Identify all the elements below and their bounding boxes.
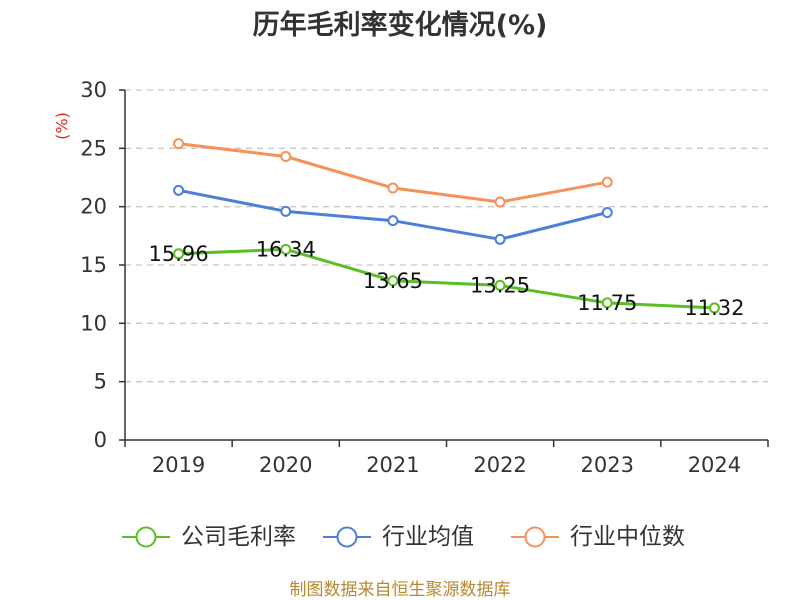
x-tick-label-2024: 2024 [688,453,741,477]
data-label-company-gross-margin-2023: 11.75 [577,291,637,315]
data-point-industry-median-2023 [601,176,613,188]
series-line-company-gross-margin [177,247,716,310]
data-point-industry-average-2021 [387,215,399,227]
x-tick-label-2020: 2020 [259,453,312,477]
data-point-industry-average-2020 [280,205,292,217]
data-point-industry-median-2019 [173,138,185,150]
legend-marker-industry-median [524,526,546,548]
x-tick-label-2023: 2023 [581,453,634,477]
grid-layer [125,89,768,383]
legend: 公司毛利率 行业均值 行业中位数 [122,524,685,550]
data-label-company-gross-margin-2019: 15.96 [149,242,209,266]
data-label-company-gross-margin-2024: 11.32 [684,296,744,320]
chart-title: 历年毛利率变化情况(%) [253,9,548,41]
data-point-company-gross-margin-2023 [601,297,613,309]
y-tick-label-30: 30 [80,78,107,102]
data-point-company-gross-margin-2020 [280,243,292,255]
data-label-company-gross-margin-2021: 13.65 [363,269,423,293]
legend-marker-company-gross-margin [135,526,157,548]
data-label-layer: 15.96 16.34 13.65 13.25 11.75 11.32 [149,237,745,320]
data-point-company-gross-margin-2024 [708,302,720,314]
y-tick-label-5: 5 [94,370,107,394]
data-point-company-gross-margin-2019 [173,248,185,260]
data-point-industry-average-2022 [494,233,506,245]
data-point-industry-median-2020 [280,151,292,162]
x-tick-label-2022: 2022 [473,453,526,477]
y-tick-label-10: 10 [80,311,107,335]
legend-label-industry-median: 行业中位数 [570,524,685,550]
y-tick-label-0: 0 [94,428,107,452]
axis-layer: 0 5 10 15 20 25 30 2019 2020 2021 2022 2023 2024 [80,78,769,477]
legend-item-company-gross-margin[interactable]: 公司毛利率 [122,524,296,550]
data-point-industry-average-2019 [173,184,185,196]
legend-marker-industry-average [336,526,358,548]
data-point-industry-median-2022 [494,196,506,208]
series-line-industry-average [177,188,609,241]
data-point-company-gross-margin-2021 [387,275,399,287]
data-point-company-gross-margin-2022 [494,279,506,291]
data-point-industry-average-2023 [601,207,613,218]
y-tick-label-15: 15 [80,253,107,277]
x-tick-label-2021: 2021 [366,453,419,477]
x-tick-label-2019: 2019 [152,453,205,477]
series-layer [173,138,720,314]
data-label-company-gross-margin-2022: 13.25 [470,273,530,297]
y-axis-label: (%) [53,112,72,140]
legend-label-industry-average: 行业均值 [382,524,474,550]
legend-item-industry-median[interactable]: 行业中位数 [511,524,685,550]
data-point-industry-median-2021 [387,182,399,194]
data-source-note: 制图数据来自恒生聚源数据库 [290,580,511,600]
data-label-company-gross-margin-2020: 16.34 [256,237,316,261]
y-tick-label-20: 20 [80,195,107,219]
legend-label-company-gross-margin: 公司毛利率 [181,524,296,550]
y-tick-label-25: 25 [80,136,107,160]
legend-item-industry-average[interactable]: 行业均值 [323,524,474,550]
